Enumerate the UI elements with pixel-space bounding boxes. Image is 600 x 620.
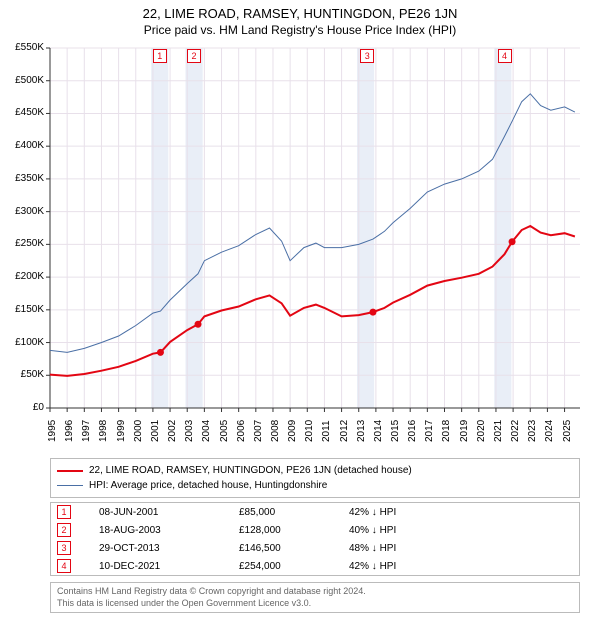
legend-swatch: [57, 485, 83, 486]
page: 22, LIME ROAD, RAMSEY, HUNTINGDON, PE26 …: [0, 0, 600, 620]
chart-area: 1 2 3 4: [50, 48, 580, 408]
y-tick-label: £350K: [0, 173, 44, 184]
sale-marker: 4: [498, 49, 512, 63]
event-price: £146,500: [239, 543, 349, 554]
legend-item: 22, LIME ROAD, RAMSEY, HUNTINGDON, PE26 …: [57, 463, 573, 478]
event-price: £128,000: [239, 525, 349, 536]
x-tick-label: 2019: [459, 420, 470, 442]
x-tick-label: 1995: [47, 420, 58, 442]
event-marker: 2: [57, 523, 71, 537]
page-title: 22, LIME ROAD, RAMSEY, HUNTINGDON, PE26 …: [0, 0, 600, 21]
legend-swatch: [57, 470, 83, 472]
x-tick-label: 2002: [167, 420, 178, 442]
y-tick-label: £100K: [0, 337, 44, 348]
event-date: 08-JUN-2001: [99, 507, 239, 518]
event-pct: 40% ↓ HPI: [349, 525, 573, 536]
x-tick-label: 2015: [390, 420, 401, 442]
event-price: £85,000: [239, 507, 349, 518]
sale-marker: 2: [187, 49, 201, 63]
x-tick-label: 1997: [81, 420, 92, 442]
legend-label: 22, LIME ROAD, RAMSEY, HUNTINGDON, PE26 …: [89, 463, 412, 478]
y-tick-label: £450K: [0, 107, 44, 118]
attribution-line: This data is licensed under the Open Gov…: [57, 598, 573, 610]
x-tick-label: 2016: [407, 420, 418, 442]
x-tick-label: 1996: [64, 420, 75, 442]
y-tick-label: £550K: [0, 42, 44, 53]
x-tick-label: 2020: [476, 420, 487, 442]
event-marker: 4: [57, 559, 71, 573]
x-tick-label: 2007: [253, 420, 264, 442]
x-tick-label: 2021: [493, 420, 504, 442]
x-tick-label: 2011: [321, 420, 332, 442]
x-tick-label: 2000: [133, 420, 144, 442]
sale-marker: 1: [153, 49, 167, 63]
event-date: 29-OCT-2013: [99, 543, 239, 554]
event-date: 10-DEC-2021: [99, 561, 239, 572]
chart-svg: [50, 48, 580, 408]
legend: 22, LIME ROAD, RAMSEY, HUNTINGDON, PE26 …: [50, 458, 580, 498]
x-tick-label: 2008: [270, 420, 281, 442]
event-row: 2 18-AUG-2003£128,00040% ↓ HPI: [51, 521, 579, 539]
y-tick-label: £0: [0, 402, 44, 413]
x-tick-label: 2003: [184, 420, 195, 442]
x-tick-label: 2018: [441, 420, 452, 442]
event-marker: 3: [57, 541, 71, 555]
x-tick-label: 2024: [544, 420, 555, 442]
x-tick-label: 2014: [373, 420, 384, 442]
x-axis-labels: 1995 1996 1997 1998 1999 2000 2001 2002 2003 2004…: [50, 414, 580, 450]
x-tick-label: 2012: [339, 420, 350, 442]
y-tick-label: £300K: [0, 206, 44, 217]
y-tick-label: £500K: [0, 75, 44, 86]
x-tick-label: 1999: [116, 420, 127, 442]
y-tick-label: £150K: [0, 304, 44, 315]
event-pct: 42% ↓ HPI: [349, 507, 573, 518]
event-date: 18-AUG-2003: [99, 525, 239, 536]
y-tick-label: £250K: [0, 238, 44, 249]
legend-label: HPI: Average price, detached house, Hunt…: [89, 478, 327, 493]
event-pct: 42% ↓ HPI: [349, 561, 573, 572]
event-price: £254,000: [239, 561, 349, 572]
page-subtitle: Price paid vs. HM Land Registry's House …: [0, 21, 600, 37]
x-tick-label: 2006: [236, 420, 247, 442]
x-tick-label: 2025: [562, 420, 573, 442]
event-row: 1 08-JUN-2001£85,00042% ↓ HPI: [51, 503, 579, 521]
x-tick-label: 1998: [98, 420, 109, 442]
x-tick-label: 2004: [201, 420, 212, 442]
events-table: 108-JUN-2001£85,00042% ↓ HPI218-AUG-2003…: [50, 502, 580, 576]
x-tick-label: 2013: [356, 420, 367, 442]
x-tick-label: 2022: [510, 420, 521, 442]
x-tick-label: 2009: [287, 420, 298, 442]
attribution: Contains HM Land Registry data © Crown c…: [50, 582, 580, 613]
y-tick-label: £50K: [0, 369, 44, 380]
event-marker: 1: [57, 505, 71, 519]
x-tick-label: 2017: [424, 420, 435, 442]
event-row: 4 10-DEC-2021£254,00042% ↓ HPI: [51, 557, 579, 575]
x-tick-label: 2005: [219, 420, 230, 442]
x-tick-label: 2010: [304, 420, 315, 442]
x-tick-label: 2023: [527, 420, 538, 442]
event-row: 3 29-OCT-2013£146,50048% ↓ HPI: [51, 539, 579, 557]
y-tick-label: £400K: [0, 140, 44, 151]
event-pct: 48% ↓ HPI: [349, 543, 573, 554]
legend-item: HPI: Average price, detached house, Hunt…: [57, 478, 573, 493]
sale-marker: 3: [360, 49, 374, 63]
x-tick-label: 2001: [150, 420, 161, 442]
y-tick-label: £200K: [0, 271, 44, 282]
attribution-line: Contains HM Land Registry data © Crown c…: [57, 586, 573, 598]
